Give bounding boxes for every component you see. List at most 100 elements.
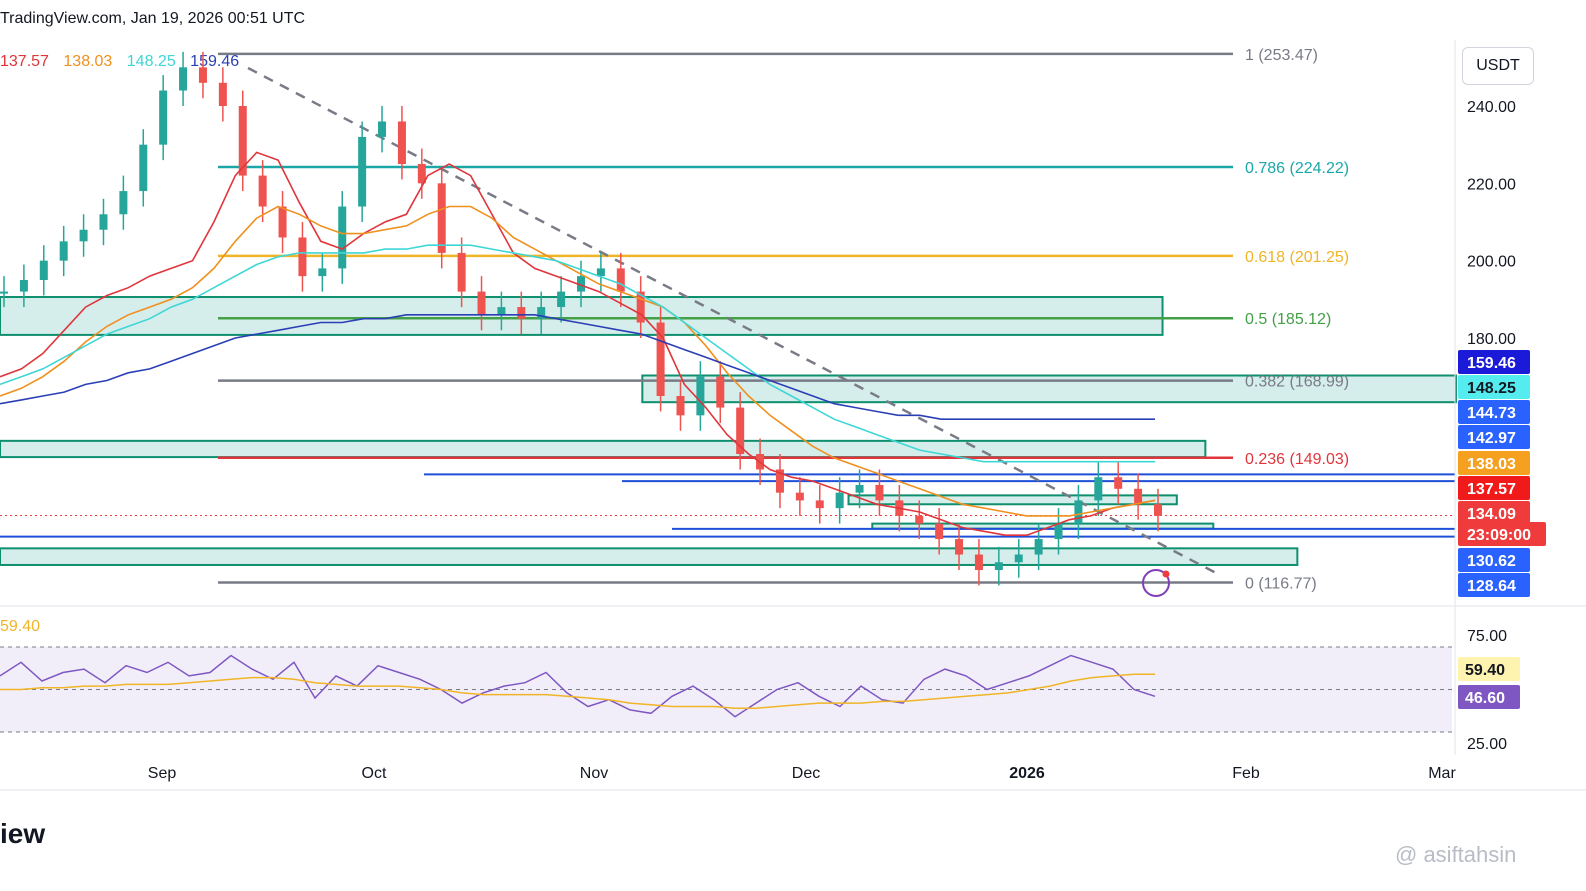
currency-selector[interactable]: USDT <box>1462 47 1534 85</box>
candle-body-43 <box>855 484 864 493</box>
candle-body-17 <box>338 206 347 269</box>
fib-label-5: 0.236 (149.03) <box>1245 451 1349 468</box>
time-label-1: Oct <box>362 765 387 782</box>
price-label-bg-2 <box>1458 400 1530 424</box>
rsi-ma-line <box>0 673 1155 709</box>
watermark: @ asiftahsin <box>1395 842 1516 868</box>
price-label-bg-7 <box>1458 522 1546 546</box>
price-labels-layer: 159.46 148.25 144.73 142.97 138.03 137.57 134.… <box>1142 350 1546 597</box>
price-axis: 240.00 220.00 200.00 180.00 <box>1454 40 1516 755</box>
price-label-9: 128.64 <box>1467 578 1516 595</box>
candle-body-58 <box>1154 504 1162 516</box>
support-lines-layer <box>0 473 1455 538</box>
candle-body-47 <box>935 523 944 540</box>
candle-body-10 <box>198 67 207 83</box>
price-label-bg-3 <box>1458 425 1530 449</box>
candle-body-53 <box>1054 523 1063 540</box>
zone-137-139 <box>847 494 1178 506</box>
price-tick-0: 240.00 <box>1467 99 1516 116</box>
chart-header: TradingView.com, Jan 19, 2026 00:51 UTC <box>0 10 306 27</box>
candle-body-7 <box>139 144 148 192</box>
price-label-6: 134.09 <box>1467 506 1516 523</box>
candle-body-14 <box>278 206 287 238</box>
candle-body-40 <box>795 492 804 501</box>
rsi-label-bg-0 <box>1458 657 1520 681</box>
candle-body-11 <box>218 82 227 106</box>
fib-layer: 1 (253.47) 0.786 (224.22) 0.618 (201.25) 0.… <box>218 47 1349 592</box>
candle-body-56 <box>1114 477 1123 489</box>
watermark-text: @ asiftahsin <box>1395 842 1517 867</box>
candle-body-29 <box>577 276 585 292</box>
fib-label-4: 0.382 (168.99) <box>1245 374 1349 391</box>
downtrend-line <box>247 66 1219 576</box>
candle-body-49 <box>974 554 983 570</box>
candle-body-20 <box>397 121 406 164</box>
candle-body-0 <box>0 291 8 294</box>
fib-label-1: 0.786 (224.22) <box>1245 160 1349 177</box>
time-label-3: Dec <box>792 765 820 782</box>
price-label-8: 130.62 <box>1467 553 1516 570</box>
price-label-1: 148.25 <box>1467 380 1516 397</box>
candle-body-55 <box>1094 477 1103 501</box>
candle-body-27 <box>537 307 546 319</box>
price-label-bg-5 <box>1458 476 1530 500</box>
time-label-2: Nov <box>580 765 608 782</box>
candle-body-41 <box>815 500 824 509</box>
candle-body-36 <box>716 376 725 408</box>
candle-body-6 <box>119 191 128 215</box>
candle-body-24 <box>477 291 486 315</box>
fib-label-6: 0 (116.77) <box>1245 575 1317 592</box>
ma-legend-value-3: 148.25 <box>126 53 176 70</box>
fib-label-3: 0.5 (185.12) <box>1245 311 1331 328</box>
time-label-4: 2026 <box>1009 765 1045 782</box>
alert-dot-icon <box>1162 570 1170 578</box>
ma-legend-value-2: 138.03 <box>63 53 113 70</box>
ma-line-1 <box>0 205 1156 517</box>
zone-150-154 <box>0 439 1207 459</box>
candle-body-48 <box>955 539 964 555</box>
fib-label-2: 0.618 (201.25) <box>1245 249 1349 266</box>
price-label-bg-1 <box>1458 375 1530 399</box>
zone-130-132 <box>871 522 1215 530</box>
price-chart[interactable]: 1 (253.47) 0.786 (224.22) 0.618 (201.25) 0.… <box>0 0 1586 800</box>
candle-body-26 <box>517 307 526 319</box>
candle-body-39 <box>775 469 784 493</box>
candle-body-25 <box>497 307 506 315</box>
time-axis: Sep Oct Nov Dec 2026 Feb Mar <box>0 765 1586 791</box>
zones-layer <box>0 296 1457 566</box>
ma-line-0 <box>0 151 1156 537</box>
candle-body-57 <box>1134 488 1143 505</box>
candle-body-16 <box>318 268 327 277</box>
candle-body-44 <box>875 484 884 501</box>
candle-body-21 <box>417 164 426 184</box>
alert-icon <box>1142 569 1170 597</box>
price-label-4: 138.03 <box>1467 456 1516 473</box>
candle-body-9 <box>179 67 188 91</box>
price-label-2: 144.73 <box>1467 405 1516 422</box>
time-label-0: Sep <box>148 765 177 782</box>
rsi-label-bg-1 <box>1458 685 1520 709</box>
candle-body-30 <box>596 268 605 277</box>
candle-body-54 <box>1074 500 1083 524</box>
candle-body-46 <box>915 515 924 524</box>
ma-legend: 137.57 138.03 148.25 159.46 <box>0 53 249 71</box>
fib-label-0: 1 (253.47) <box>1245 47 1318 64</box>
price-label-bg-6 <box>1458 501 1530 525</box>
candle-body-31 <box>616 268 625 292</box>
rsi-pane: 75.00 25.00 59.40 46.60 <box>0 605 1586 753</box>
candle-body-23 <box>457 252 466 292</box>
price-tick-3: 180.00 <box>1467 331 1516 348</box>
rsi-label-1: 46.60 <box>1465 690 1505 707</box>
candle-body-13 <box>258 175 267 207</box>
brand-logo-text: iew <box>0 818 46 849</box>
price-label-bg-9 <box>1458 573 1530 597</box>
candle-body-1 <box>19 280 28 292</box>
candle-body-35 <box>696 376 705 416</box>
price-label-3: 142.97 <box>1467 430 1516 447</box>
zone-121-125 <box>0 547 1299 566</box>
price-tick-2: 200.00 <box>1467 254 1516 271</box>
ma-layer <box>0 151 1156 537</box>
candle-body-42 <box>835 492 844 509</box>
candle-body-51 <box>1014 554 1023 563</box>
price-label-0: 159.46 <box>1467 355 1516 372</box>
